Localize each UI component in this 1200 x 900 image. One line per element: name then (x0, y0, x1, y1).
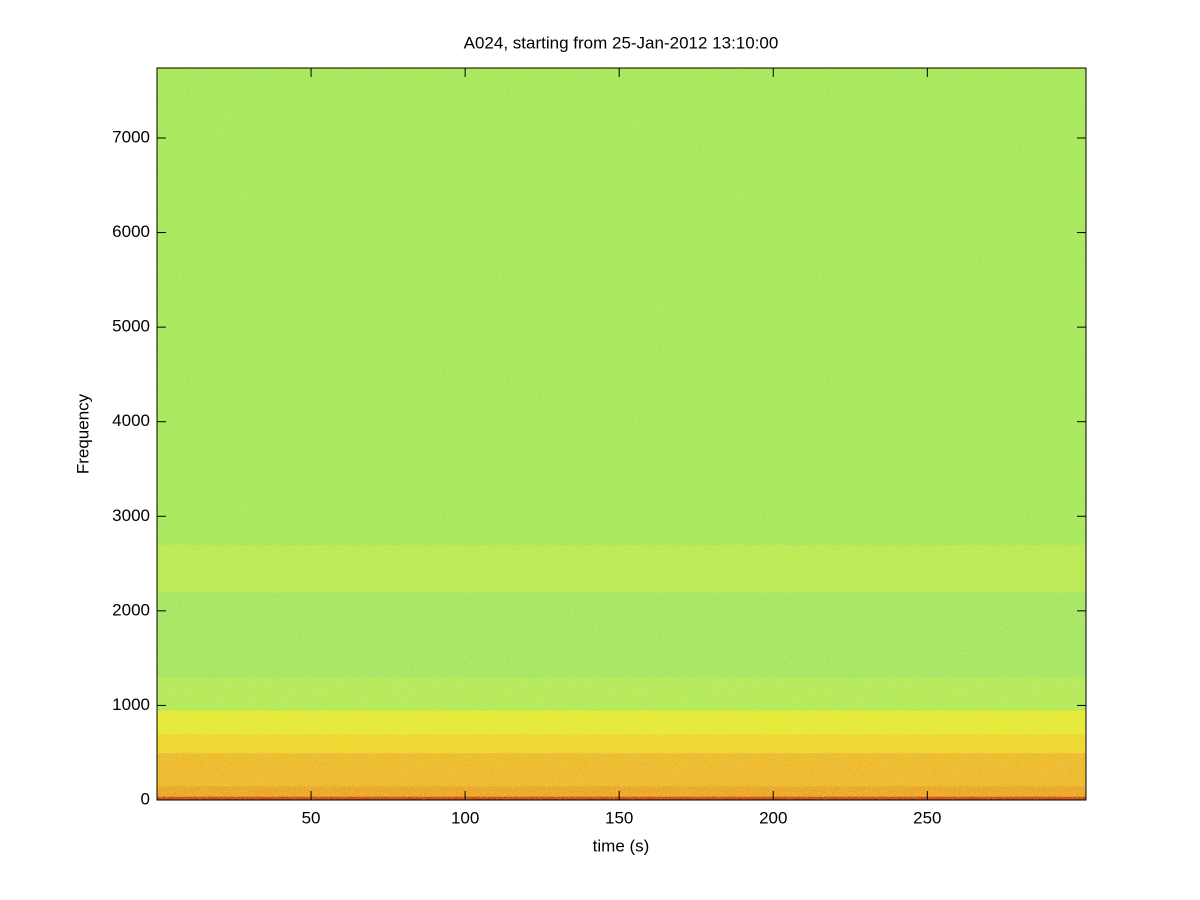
y-tick-label: 1000 (112, 695, 150, 714)
x-tick-label: 150 (605, 808, 633, 827)
y-tick-label: 7000 (112, 127, 150, 146)
x-axis-label: time (s) (593, 836, 650, 855)
x-tick-label: 50 (302, 808, 321, 827)
speckle-yellow (157, 68, 1086, 800)
x-tick-label: 250 (913, 808, 941, 827)
y-tick-label: 3000 (112, 506, 150, 525)
y-tick-label: 4000 (112, 411, 150, 430)
axes-box (156, 67, 1087, 801)
y-tick-label: 0 (141, 789, 150, 808)
noise-texture (157, 68, 1086, 800)
y-tick-label: 2000 (112, 600, 150, 619)
y-tick-label: 6000 (112, 222, 150, 241)
x-tick-label: 100 (451, 808, 479, 827)
y-axis-label: Frequency (73, 393, 92, 474)
y-tick-label: 5000 (112, 317, 150, 336)
x-tick-label: 200 (759, 808, 787, 827)
chart-title: A024, starting from 25-Jan-2012 13:10:00 (464, 33, 779, 52)
